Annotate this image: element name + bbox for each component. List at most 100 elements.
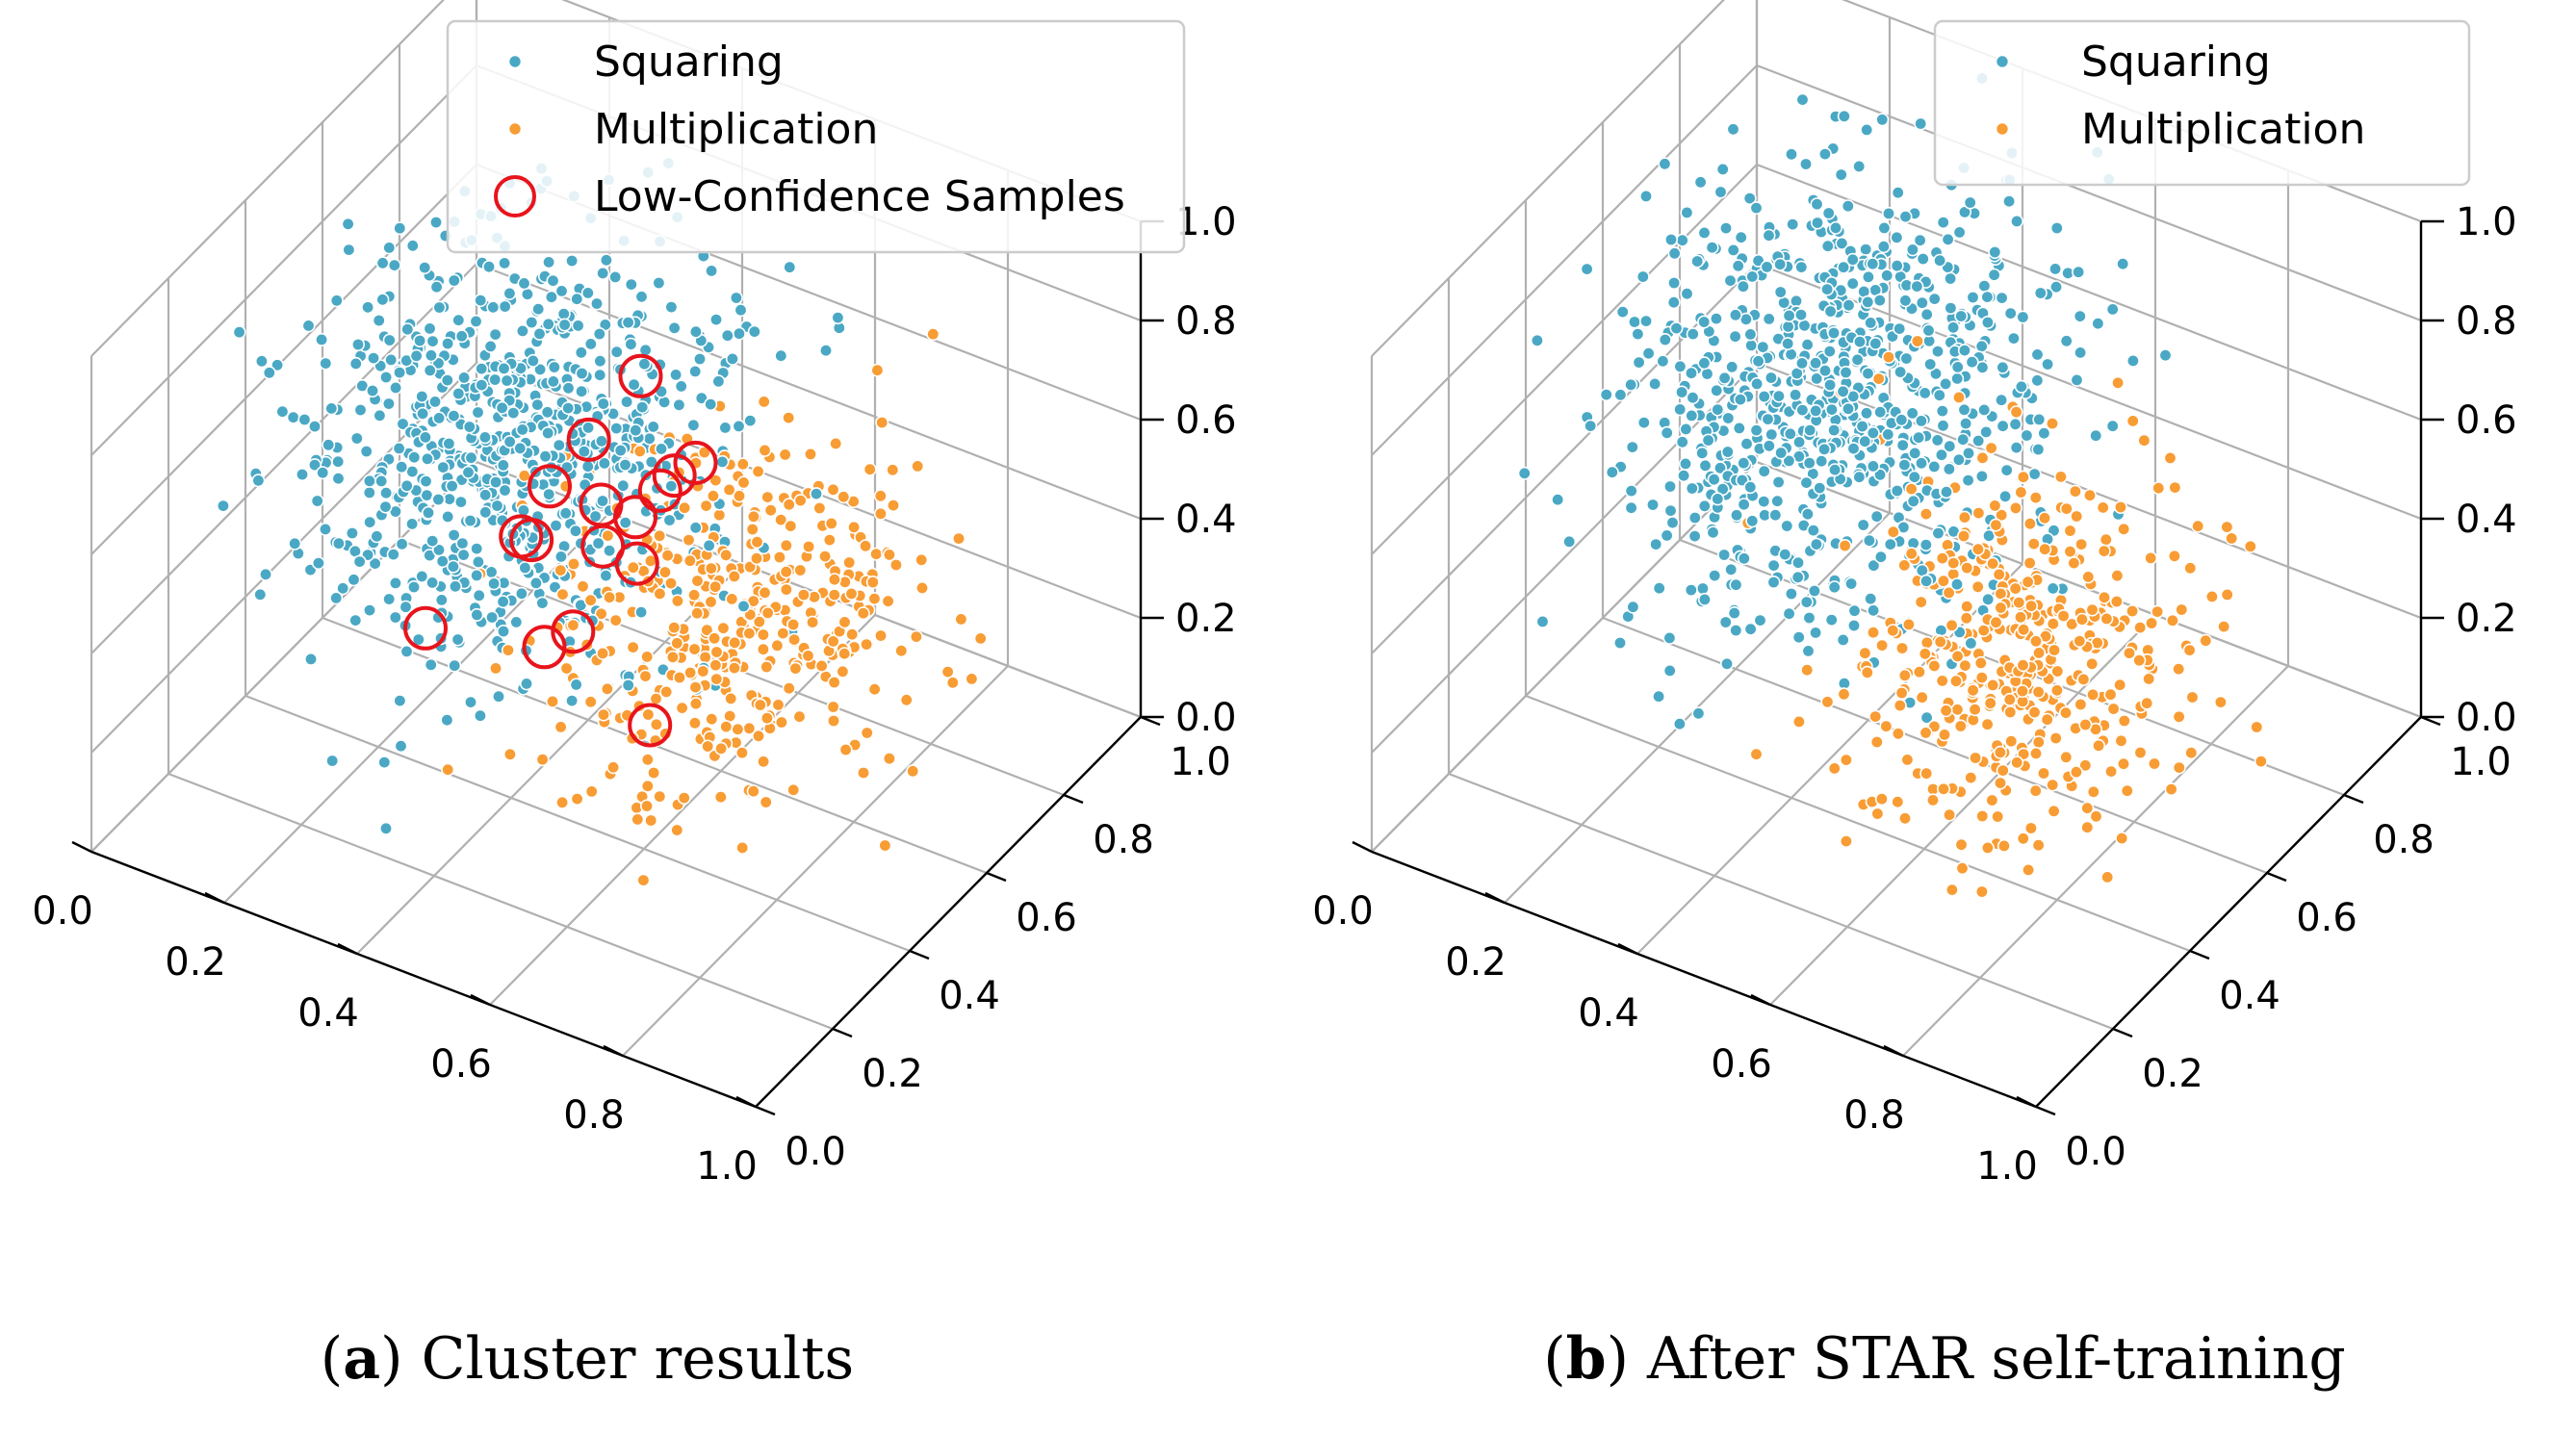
squaring-point [1530, 333, 1544, 347]
multiplication-point [2003, 704, 2018, 719]
squaring-point [1936, 216, 1950, 230]
z-tick-label: 0.4 [1175, 498, 1237, 542]
squaring-point [1707, 473, 1721, 487]
squaring-point [686, 418, 701, 432]
squaring-point [1665, 516, 1680, 530]
squaring-point [664, 300, 679, 315]
multiplication-point [742, 721, 757, 735]
squaring-point [485, 610, 500, 625]
squaring-point [1919, 307, 1934, 321]
squaring-point [1906, 494, 1920, 508]
multiplication-point [914, 580, 929, 595]
x-tick-mark [1883, 1044, 1904, 1058]
multiplication-point [873, 628, 888, 643]
squaring-point [1864, 592, 1878, 606]
squaring-point [1881, 427, 1895, 442]
squaring-point [1802, 456, 1816, 471]
grid-line [1371, 362, 1758, 754]
squaring-point [1930, 345, 1945, 359]
multiplication-point [909, 629, 923, 644]
multiplication-point [1871, 371, 1886, 386]
squaring-point [1810, 371, 1824, 386]
multiplication-point [906, 764, 920, 779]
grid-line [622, 665, 1009, 1057]
z-tick-label: 0.6 [2456, 398, 2517, 443]
squaring-point [1864, 316, 1878, 330]
squaring-point [1660, 528, 1674, 543]
multiplication-point [2092, 738, 2106, 753]
squaring-point [488, 327, 502, 342]
multiplication-point [1891, 795, 1905, 809]
multiplication-point [626, 560, 640, 575]
squaring-point [1658, 157, 1672, 171]
y-tick-label: 0.6 [1016, 896, 1077, 940]
squaring-point [818, 344, 833, 358]
multiplication-point [842, 555, 857, 570]
squaring-point [1934, 448, 1948, 462]
squaring-point [2116, 257, 2130, 271]
y-tick-label: 0.0 [785, 1130, 846, 1174]
squaring-point [1750, 376, 1765, 391]
multiplication-point [2059, 750, 2074, 764]
multiplication-point [2110, 569, 2125, 583]
multiplication-point [2038, 542, 2052, 556]
multiplication-point [678, 500, 692, 515]
squaring-point [392, 441, 406, 455]
squaring-point [1729, 577, 1743, 592]
squaring-point [1675, 385, 1689, 399]
squaring-point [513, 441, 528, 455]
squaring-point [718, 421, 733, 435]
multiplication-point [653, 586, 667, 601]
multiplication-point [829, 436, 843, 450]
multiplication-point [1950, 703, 1965, 717]
squaring-point [396, 417, 410, 431]
multiplication-point [566, 618, 580, 632]
squaring-point [634, 605, 649, 620]
x-tick-label: 1.0 [1976, 1144, 2038, 1189]
multiplication-point [1986, 556, 2000, 571]
multiplication-point [2028, 746, 2043, 760]
y-tick-label: 0.4 [939, 974, 1000, 1018]
multiplication-point [725, 592, 739, 606]
multiplication-point [814, 658, 829, 673]
multiplication-point [2133, 745, 2148, 759]
squaring-point [530, 397, 545, 412]
squaring-point [1724, 562, 1739, 576]
squaring-point [1726, 243, 1740, 257]
squaring-point [1627, 315, 1641, 329]
squaring-point [2003, 306, 2018, 320]
squaring-point [2049, 221, 2064, 236]
multiplication-point [2172, 709, 2186, 724]
squaring-point [535, 596, 550, 610]
multiplication-point [2059, 501, 2074, 516]
squaring-point [594, 434, 608, 448]
multiplication-point [867, 592, 882, 606]
multiplication-point [860, 726, 874, 740]
multiplication-point [728, 635, 742, 650]
squaring-point [621, 678, 635, 692]
low-confidence-ring [528, 464, 572, 509]
squaring-point [1645, 498, 1660, 512]
squaring-point [1711, 492, 1725, 506]
squaring-point [1753, 613, 1767, 627]
squaring-point [374, 474, 389, 488]
squaring-point [352, 554, 367, 569]
multiplication-point [640, 779, 655, 793]
multiplication-point [603, 590, 617, 604]
squaring-point [1677, 469, 1691, 483]
squaring-point [307, 420, 322, 434]
multiplication-point [1936, 574, 1950, 588]
multiplication-point [2111, 375, 2125, 390]
squaring-point [329, 591, 344, 605]
squaring-point [743, 414, 758, 428]
multiplication-point [1918, 647, 1932, 661]
squaring-point [592, 326, 606, 341]
squaring-point [1996, 419, 2010, 433]
squaring-point [542, 487, 556, 501]
squaring-point [424, 348, 438, 363]
squaring-point [581, 421, 596, 435]
multiplication-point [1919, 507, 1933, 522]
squaring-point [1725, 360, 1739, 374]
multiplication-point [594, 606, 608, 621]
squaring-point [1743, 480, 1758, 495]
